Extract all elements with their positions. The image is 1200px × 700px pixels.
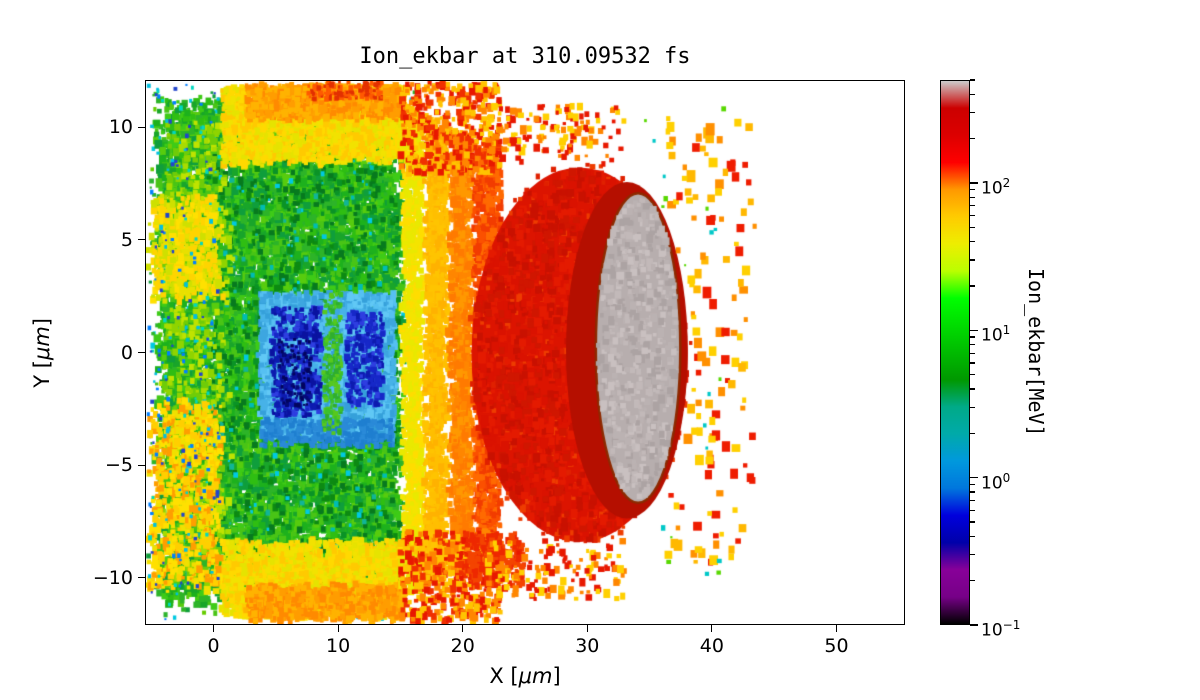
colorbar-minor-tick xyxy=(970,499,975,502)
y-axis-label: Y [μm] xyxy=(30,80,54,625)
colorbar-minor-tick xyxy=(970,432,975,434)
x-tick-label: 10 xyxy=(326,635,351,657)
colorbar-minor-tick xyxy=(970,352,975,354)
x-axis-label-unit: μm xyxy=(518,664,553,688)
colorbar-minor-tick xyxy=(970,388,975,390)
y-tick-mark xyxy=(138,577,145,579)
colorbar-minor-tick xyxy=(970,483,975,485)
colorbar-label: Ion_ekbar[MeV] xyxy=(1024,80,1048,625)
colorbar-minor-tick xyxy=(970,79,975,81)
colorbar-minor-tick xyxy=(970,336,975,338)
y-tick-label: 10 xyxy=(108,116,133,139)
colorbar-tick-label: 102 xyxy=(981,175,1011,199)
colorbar-minor-tick xyxy=(970,554,975,556)
heatmap-canvas xyxy=(146,81,904,624)
x-tick-mark xyxy=(711,625,713,632)
x-tick-mark xyxy=(212,625,215,632)
y-axis-label-pre: Y [ xyxy=(30,359,54,388)
x-tick-mark xyxy=(586,625,588,632)
colorbar-minor-tick xyxy=(970,226,975,228)
colorbar-minor-tick xyxy=(970,362,975,364)
colorbar-minor-tick xyxy=(970,285,975,287)
colorbar-minor-tick xyxy=(970,509,975,511)
x-tick-mark xyxy=(337,625,339,632)
x-axis-label-post: ] xyxy=(552,664,561,688)
colorbar-minor-tick xyxy=(970,196,975,198)
y-tick-mark xyxy=(138,126,145,128)
y-tick-mark xyxy=(138,351,145,354)
colorbar-label-text: Ion_ekbar[MeV] xyxy=(1024,268,1048,437)
colorbar-minor-tick xyxy=(970,521,975,523)
x-tick-label: 30 xyxy=(575,635,600,657)
y-axis-label-post: ] xyxy=(30,317,54,326)
y-tick-label: −10 xyxy=(92,566,133,589)
y-axis-label-unit: μm xyxy=(30,325,54,360)
colorbar-minor-tick xyxy=(970,580,975,582)
colorbar-major-tick xyxy=(970,329,978,332)
colorbar-minor-tick xyxy=(970,344,975,346)
colorbar-major-tick xyxy=(970,182,978,184)
colorbar-tick-label: 100 xyxy=(981,470,1011,494)
colorbar-minor-tick xyxy=(970,189,975,191)
colorbar-minor-tick xyxy=(970,259,975,261)
y-tick-label: −5 xyxy=(104,454,133,477)
colorbar-minor-tick xyxy=(970,535,975,537)
chart-title: Ion_ekbar at 310.09532 fs xyxy=(359,44,691,69)
x-tick-mark xyxy=(462,625,464,632)
colorbar-minor-tick xyxy=(970,491,975,493)
colorbar-minor-tick xyxy=(970,93,975,95)
x-axis-label-pre: X [ xyxy=(489,664,519,688)
colorbar-minor-tick xyxy=(970,374,975,376)
colorbar xyxy=(940,80,970,625)
x-tick-mark xyxy=(835,625,838,632)
y-tick-mark xyxy=(138,464,145,466)
y-tick-mark xyxy=(138,239,145,241)
y-tick-label: 0 xyxy=(120,341,133,364)
colorbar-minor-tick xyxy=(970,215,975,217)
x-axis-label: X [μm] xyxy=(145,664,905,688)
x-tick-label: 0 xyxy=(207,635,220,657)
x-tick-label: 20 xyxy=(450,635,475,657)
colorbar-minor-tick xyxy=(970,138,975,140)
colorbar-minor-tick xyxy=(970,406,975,408)
colorbar-minor-tick xyxy=(970,241,975,243)
y-tick-label: 5 xyxy=(120,228,133,251)
colorbar-gradient xyxy=(941,81,969,624)
colorbar-major-tick xyxy=(970,476,978,479)
colorbar-minor-tick xyxy=(970,205,975,207)
colorbar-tick-label: 101 xyxy=(981,323,1011,346)
plot-area xyxy=(145,80,905,625)
x-tick-label: 40 xyxy=(699,635,724,657)
colorbar-major-tick xyxy=(970,624,978,626)
x-tick-label: 50 xyxy=(824,635,849,657)
colorbar-minor-tick xyxy=(970,112,975,114)
colorbar-tick-label: 10−1 xyxy=(981,618,1021,641)
